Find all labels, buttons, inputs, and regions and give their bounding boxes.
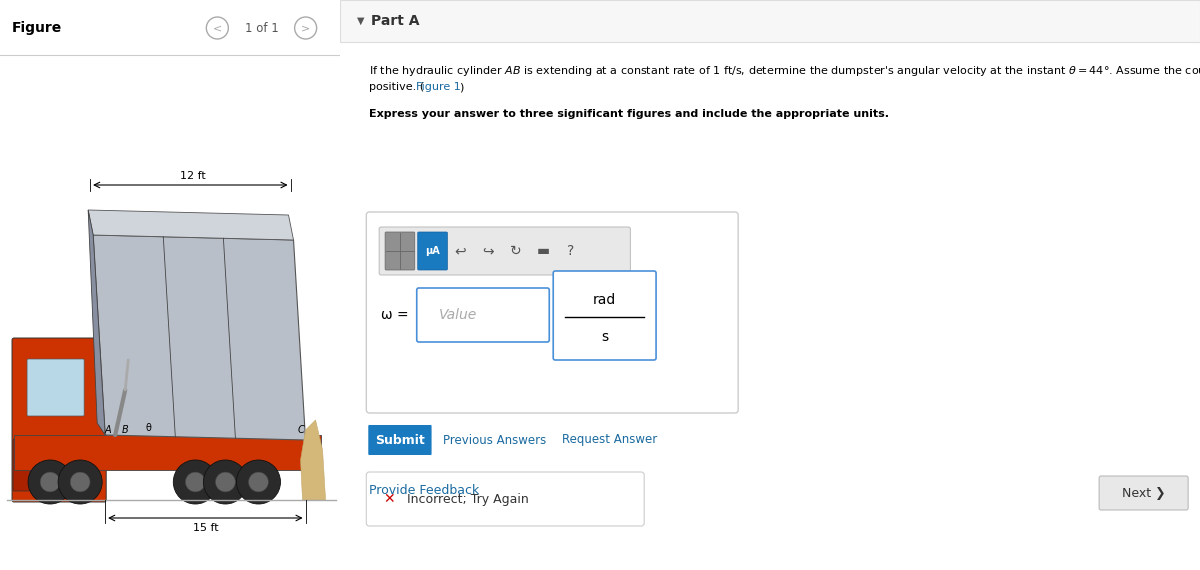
Polygon shape xyxy=(300,420,325,500)
Circle shape xyxy=(28,460,72,504)
Text: ?: ? xyxy=(568,244,575,258)
Polygon shape xyxy=(14,435,320,470)
FancyBboxPatch shape xyxy=(28,359,84,416)
Text: μA: μA xyxy=(425,246,440,256)
Text: Value: Value xyxy=(438,308,476,322)
Text: Incorrect; Try Again: Incorrect; Try Again xyxy=(407,492,528,506)
Text: ↻: ↻ xyxy=(510,244,522,258)
Text: <: < xyxy=(212,23,222,33)
FancyBboxPatch shape xyxy=(340,0,1200,42)
Text: Next ❯: Next ❯ xyxy=(1122,487,1165,499)
FancyBboxPatch shape xyxy=(13,439,30,491)
FancyBboxPatch shape xyxy=(418,232,448,270)
Text: ▬: ▬ xyxy=(536,244,550,258)
Text: rad: rad xyxy=(593,293,617,307)
Polygon shape xyxy=(88,210,106,435)
Text: positive. (: positive. ( xyxy=(370,82,425,92)
Text: 1 of 1: 1 of 1 xyxy=(245,22,278,35)
Text: 15 ft: 15 ft xyxy=(192,523,218,533)
Polygon shape xyxy=(94,235,306,440)
FancyBboxPatch shape xyxy=(366,472,644,526)
Text: Request Answer: Request Answer xyxy=(562,434,658,446)
Text: ↩: ↩ xyxy=(455,244,466,258)
Text: Express your answer to three significant figures and include the appropriate uni: Express your answer to three significant… xyxy=(370,109,889,119)
Text: Figure 1: Figure 1 xyxy=(415,82,461,92)
Text: θ: θ xyxy=(145,423,151,433)
Text: 12 ft: 12 ft xyxy=(180,171,206,181)
Text: Part A: Part A xyxy=(371,14,420,28)
Text: A: A xyxy=(104,425,112,435)
FancyBboxPatch shape xyxy=(12,338,106,502)
Text: ▼: ▼ xyxy=(358,16,365,26)
Circle shape xyxy=(173,460,217,504)
Text: If the hydraulic cylinder $\mathit{AB}$ is extending at a constant rate of 1 ft/: If the hydraulic cylinder $\mathit{AB}$ … xyxy=(370,64,1200,78)
Circle shape xyxy=(248,472,269,492)
FancyBboxPatch shape xyxy=(1099,476,1188,510)
Text: ✕: ✕ xyxy=(383,492,395,506)
Text: ω =: ω = xyxy=(382,308,409,322)
Circle shape xyxy=(186,472,205,492)
FancyBboxPatch shape xyxy=(379,227,630,275)
FancyBboxPatch shape xyxy=(416,288,550,342)
FancyBboxPatch shape xyxy=(553,271,656,360)
Text: >: > xyxy=(301,23,311,33)
Text: B: B xyxy=(122,425,128,435)
Circle shape xyxy=(58,460,102,504)
Text: C: C xyxy=(298,425,304,435)
Text: s: s xyxy=(601,330,608,344)
Text: Submit: Submit xyxy=(376,434,425,446)
Circle shape xyxy=(216,472,235,492)
Polygon shape xyxy=(88,210,294,240)
Text: ↪: ↪ xyxy=(482,244,493,258)
FancyBboxPatch shape xyxy=(385,232,415,270)
FancyBboxPatch shape xyxy=(368,425,432,455)
Circle shape xyxy=(40,472,60,492)
Text: Figure: Figure xyxy=(12,21,62,35)
Text: ): ) xyxy=(460,82,463,92)
Circle shape xyxy=(71,472,90,492)
Circle shape xyxy=(236,460,281,504)
Text: Provide Feedback: Provide Feedback xyxy=(370,483,480,496)
FancyBboxPatch shape xyxy=(366,212,738,413)
Text: Previous Answers: Previous Answers xyxy=(444,434,547,446)
Circle shape xyxy=(203,460,247,504)
